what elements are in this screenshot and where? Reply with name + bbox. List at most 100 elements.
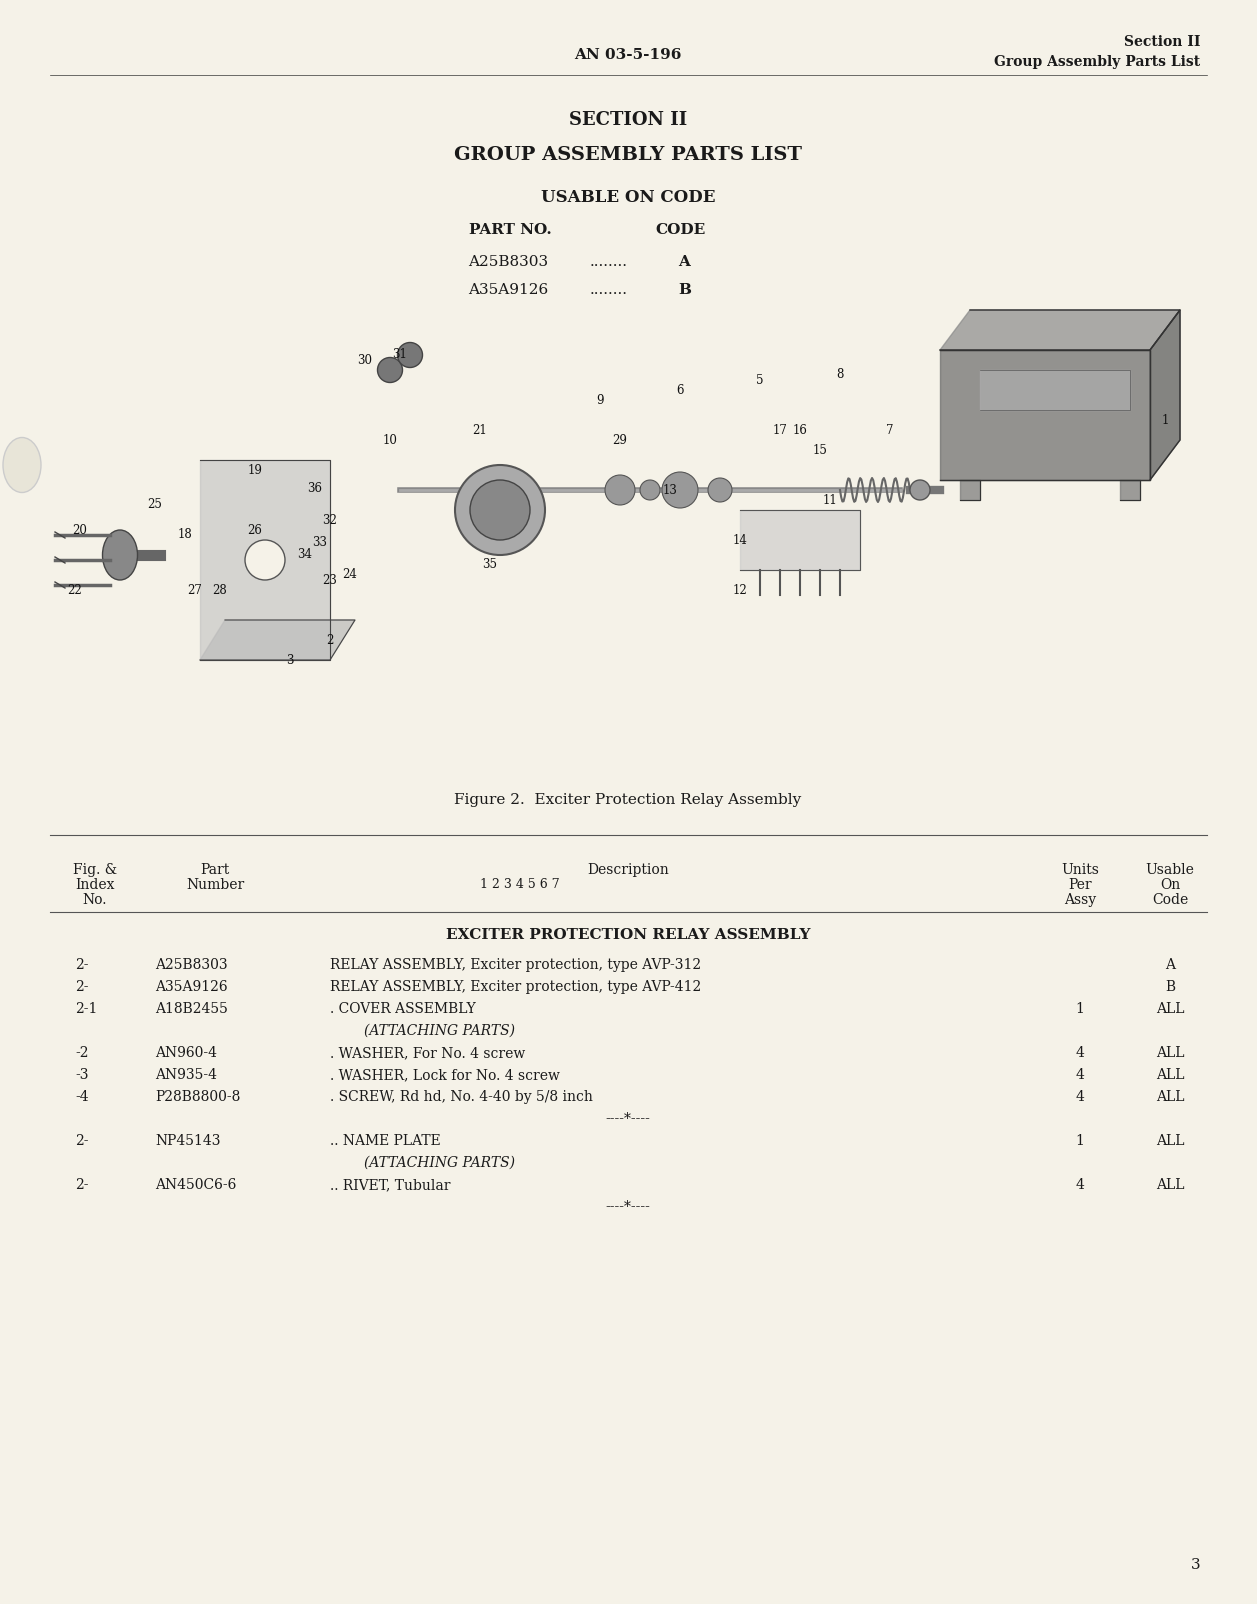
Text: 29: 29 [612, 433, 627, 446]
Text: 25: 25 [147, 499, 162, 512]
Ellipse shape [455, 465, 546, 555]
Ellipse shape [377, 358, 402, 382]
Text: (ATTACHING PARTS): (ATTACHING PARTS) [365, 1156, 515, 1169]
Text: -3: -3 [75, 1068, 88, 1083]
Text: USABLE ON CODE: USABLE ON CODE [541, 189, 715, 205]
Text: Part: Part [200, 863, 230, 877]
Text: SECTION II: SECTION II [569, 111, 688, 128]
Text: A: A [678, 255, 690, 269]
Text: . WASHER, Lock for No. 4 screw: . WASHER, Lock for No. 4 screw [331, 1068, 559, 1083]
Text: A25B8303: A25B8303 [468, 255, 548, 269]
Text: CODE: CODE [655, 223, 705, 237]
Text: ----*----: ----*---- [606, 1112, 650, 1126]
Text: 34: 34 [298, 549, 313, 561]
Text: A: A [1165, 958, 1175, 972]
Text: 9: 9 [596, 393, 603, 406]
Text: 13: 13 [662, 483, 678, 497]
Text: On: On [1160, 877, 1180, 892]
Text: 16: 16 [793, 423, 807, 436]
Text: ALL: ALL [1155, 1091, 1184, 1104]
Ellipse shape [605, 475, 635, 505]
Text: 28: 28 [212, 584, 228, 597]
Text: 3: 3 [287, 653, 294, 667]
Text: -4: -4 [75, 1091, 89, 1104]
Text: 14: 14 [733, 534, 748, 547]
Text: GROUP ASSEMBLY PARTS LIST: GROUP ASSEMBLY PARTS LIST [454, 146, 802, 164]
Polygon shape [740, 510, 860, 569]
Text: 27: 27 [187, 584, 202, 597]
Text: P28B8800-8: P28B8800-8 [155, 1091, 240, 1104]
Polygon shape [200, 621, 354, 659]
Text: 10: 10 [382, 433, 397, 446]
Text: 1: 1 [1076, 1002, 1085, 1015]
Text: 36: 36 [308, 481, 323, 494]
Text: AN450C6-6: AN450C6-6 [155, 1177, 236, 1192]
Text: 2-: 2- [75, 1134, 88, 1148]
Text: Fig. &: Fig. & [73, 863, 117, 877]
Text: A35A9126: A35A9126 [468, 282, 548, 297]
Text: Usable: Usable [1145, 863, 1194, 877]
Text: Figure 2.  Exciter Protection Relay Assembly: Figure 2. Exciter Protection Relay Assem… [454, 792, 802, 807]
Text: 1 2 3 4 5 6 7: 1 2 3 4 5 6 7 [480, 879, 559, 892]
Ellipse shape [662, 472, 698, 508]
Text: 2-: 2- [75, 958, 88, 972]
Text: 2-: 2- [75, 980, 88, 994]
Ellipse shape [470, 480, 530, 541]
Polygon shape [960, 480, 980, 500]
Text: . WASHER, For No. 4 screw: . WASHER, For No. 4 screw [331, 1046, 525, 1060]
Text: RELAY ASSEMBLY, Exciter protection, type AVP-312: RELAY ASSEMBLY, Exciter protection, type… [331, 958, 701, 972]
Text: 4: 4 [1076, 1068, 1085, 1083]
Ellipse shape [910, 480, 930, 500]
Text: 30: 30 [357, 353, 372, 366]
Text: RELAY ASSEMBLY, Exciter protection, type AVP-412: RELAY ASSEMBLY, Exciter protection, type… [331, 980, 701, 994]
Text: 1: 1 [1161, 414, 1169, 427]
Text: Assy: Assy [1063, 893, 1096, 906]
Ellipse shape [245, 541, 285, 581]
Text: ALL: ALL [1155, 1134, 1184, 1148]
Text: 4: 4 [1076, 1091, 1085, 1104]
Text: PART NO.: PART NO. [469, 223, 552, 237]
Text: ----*----: ----*---- [606, 1200, 650, 1214]
Text: ........: ........ [590, 255, 628, 269]
Ellipse shape [397, 343, 422, 367]
Text: 7: 7 [886, 423, 894, 436]
Polygon shape [1150, 310, 1180, 480]
Text: 24: 24 [343, 568, 357, 582]
Ellipse shape [103, 529, 137, 581]
Text: 11: 11 [822, 494, 837, 507]
Text: Number: Number [186, 877, 244, 892]
Text: .. NAME PLATE: .. NAME PLATE [331, 1134, 441, 1148]
Text: Index: Index [75, 877, 114, 892]
Text: Description: Description [587, 863, 669, 877]
Text: Code: Code [1151, 893, 1188, 906]
Ellipse shape [708, 478, 732, 502]
Text: . SCREW, Rd hd, No. 4-40 by 5/8 inch: . SCREW, Rd hd, No. 4-40 by 5/8 inch [331, 1091, 593, 1104]
Text: 6: 6 [676, 383, 684, 396]
Text: EXCITER PROTECTION RELAY ASSEMBLY: EXCITER PROTECTION RELAY ASSEMBLY [446, 929, 811, 942]
Ellipse shape [640, 480, 660, 500]
Text: NP45143: NP45143 [155, 1134, 220, 1148]
Text: 21: 21 [473, 423, 488, 436]
Polygon shape [200, 460, 331, 659]
Text: ALL: ALL [1155, 1068, 1184, 1083]
Text: 18: 18 [177, 528, 192, 542]
Text: 23: 23 [323, 574, 337, 587]
Text: 4: 4 [1076, 1046, 1085, 1060]
Text: B: B [1165, 980, 1175, 994]
Text: 26: 26 [248, 523, 263, 536]
Text: ALL: ALL [1155, 1046, 1184, 1060]
Text: AN 03-5-196: AN 03-5-196 [574, 48, 681, 63]
Text: . COVER ASSEMBLY: . COVER ASSEMBLY [331, 1002, 475, 1015]
Text: 32: 32 [323, 513, 337, 526]
Text: AN960-4: AN960-4 [155, 1046, 217, 1060]
Text: 17: 17 [773, 423, 787, 436]
Text: 22: 22 [68, 584, 83, 597]
Text: 12: 12 [733, 584, 748, 597]
Text: Section II: Section II [1124, 35, 1200, 50]
Text: AN935-4: AN935-4 [155, 1068, 217, 1083]
Text: A25B8303: A25B8303 [155, 958, 228, 972]
Polygon shape [940, 310, 1180, 350]
Text: Units: Units [1061, 863, 1099, 877]
Text: 15: 15 [812, 443, 827, 457]
Ellipse shape [3, 438, 41, 492]
